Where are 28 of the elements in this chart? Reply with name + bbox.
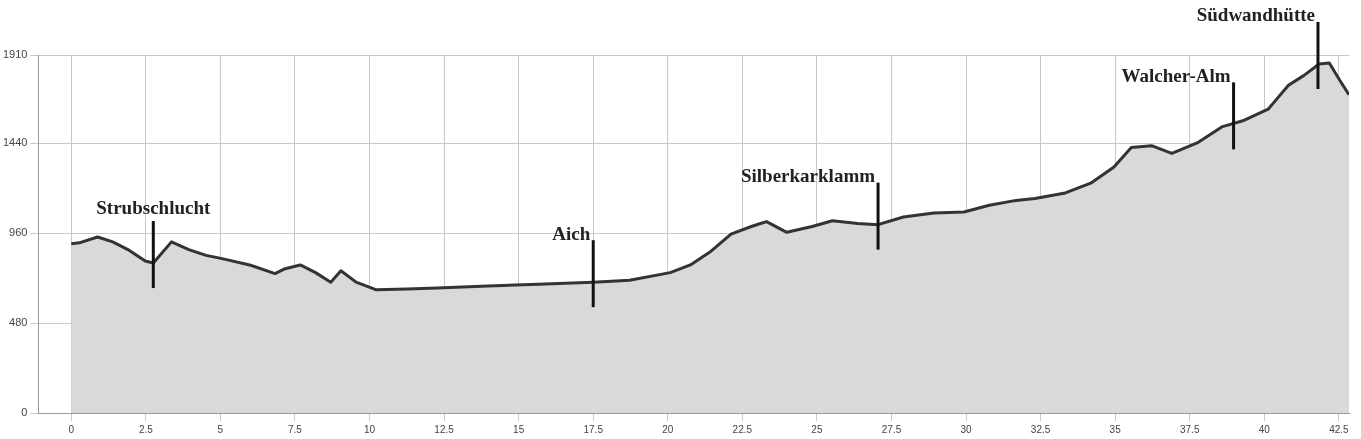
y-tick-label: 0: [21, 406, 28, 419]
x-tick-label: 40: [1258, 423, 1271, 435]
x-tick-label: 17.5: [583, 423, 604, 435]
x-tick-label: 22.5: [732, 423, 753, 435]
y-tick-label: 960: [9, 226, 28, 239]
annotation: Aich: [552, 222, 591, 244]
y-tick-label: 1440: [2, 136, 28, 149]
x-tick-label: 37.5: [1180, 423, 1200, 435]
x-tick-label: 0: [68, 423, 75, 435]
x-tick-label: 10: [363, 423, 376, 435]
annotation: Strubschlucht: [96, 197, 211, 219]
x-tick-label: 2.5: [138, 423, 154, 435]
x-tick-label: 15: [513, 423, 525, 435]
x-tick-label: 32.5: [1030, 423, 1051, 435]
x-tick-label: 20: [662, 423, 674, 435]
x-tick-label: 30: [960, 423, 973, 435]
annotation: Silberkarklamm: [740, 165, 876, 187]
x-tick-label: 12.5: [434, 423, 455, 435]
x-tick-label: 42.5: [1329, 423, 1350, 435]
y-tick-label: 1910: [2, 48, 28, 61]
x-tick-label: 25: [811, 423, 823, 435]
annotation: Walcher-Alm: [1121, 64, 1231, 86]
y-tick-label: 480: [9, 316, 28, 329]
x-tick-label: 35: [1109, 423, 1122, 435]
x-tick-label: 5: [217, 423, 224, 435]
annotation: Südwandhütte: [1196, 4, 1315, 26]
x-tick-label: 27.5: [881, 423, 902, 435]
x-tick-label: 7.5: [288, 423, 303, 435]
